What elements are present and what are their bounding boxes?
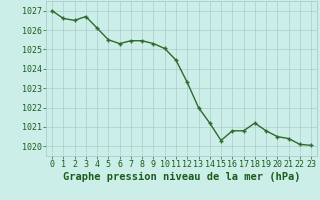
X-axis label: Graphe pression niveau de la mer (hPa): Graphe pression niveau de la mer (hPa) — [63, 172, 300, 182]
